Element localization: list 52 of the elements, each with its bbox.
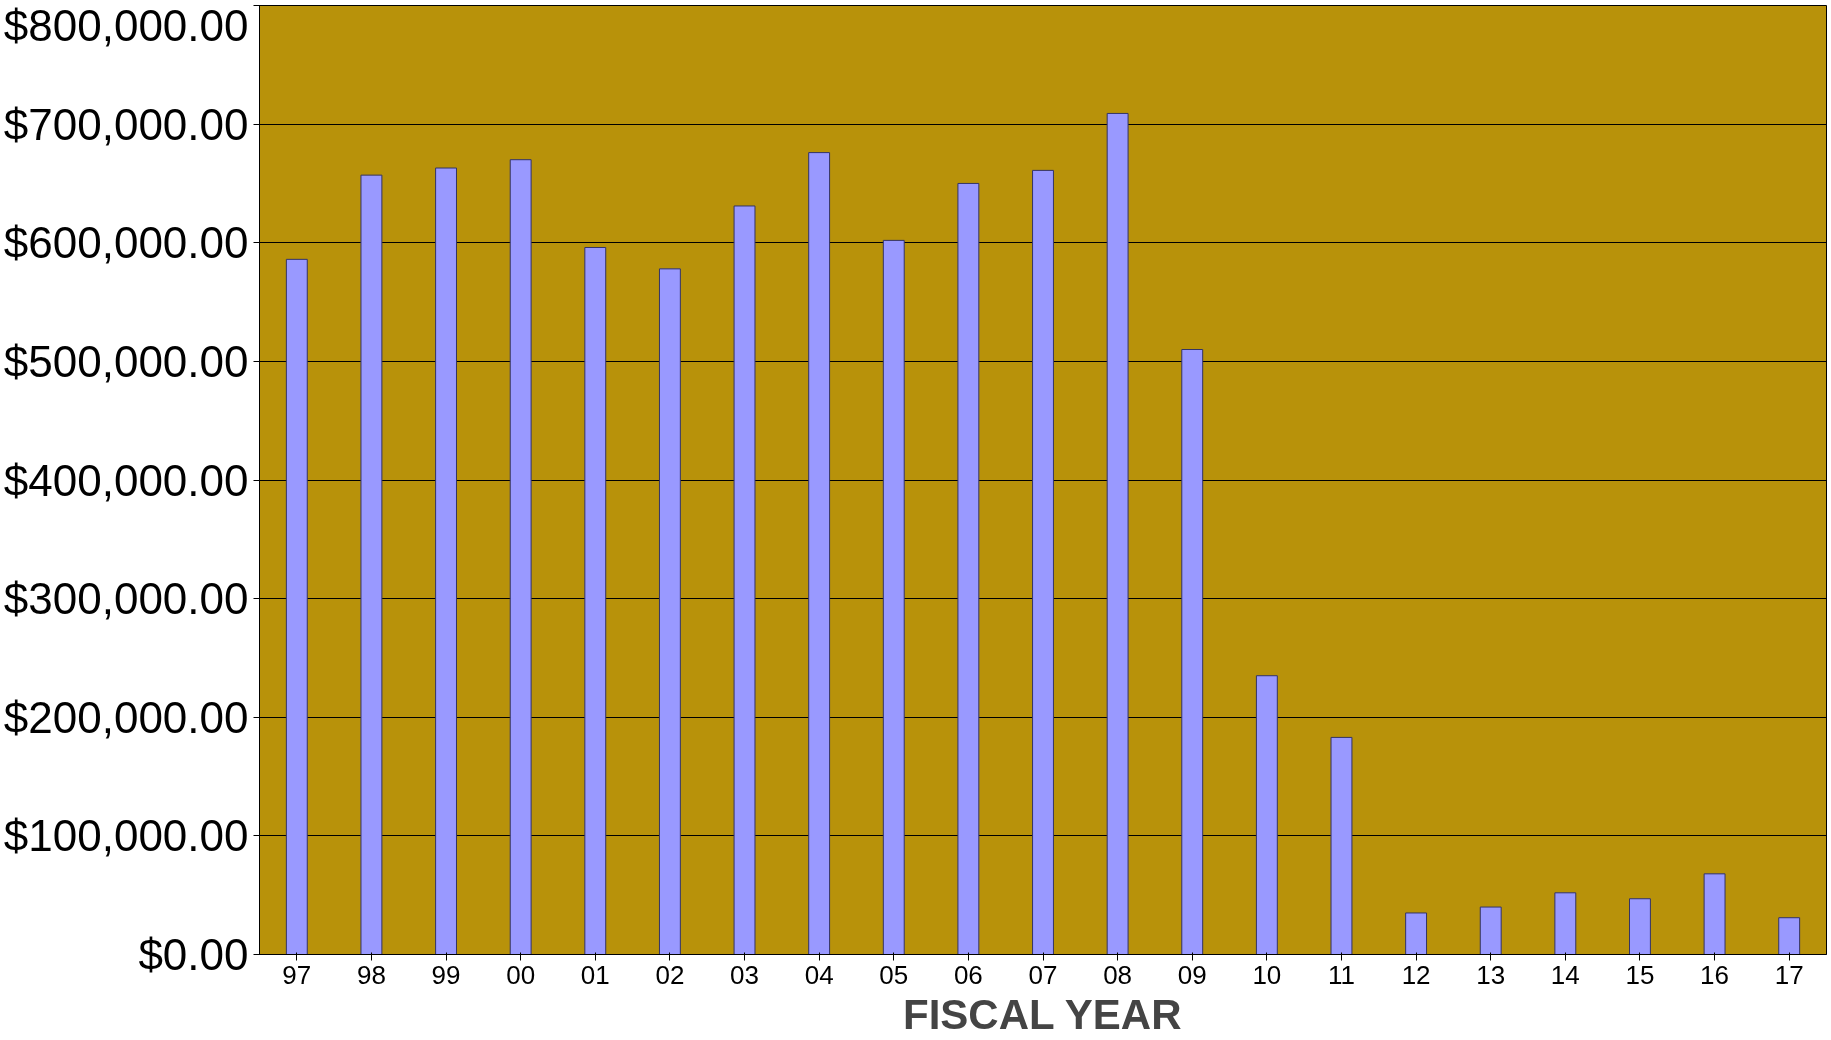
x-tick-label: 15: [1625, 959, 1655, 990]
x-tick-label: 14: [1550, 959, 1580, 990]
x-tick-label: 00: [506, 959, 536, 990]
x-tick-label: 09: [1177, 959, 1207, 990]
x-tick-label: 10: [1252, 959, 1282, 990]
x-axis-title: FISCAL YEAR: [902, 990, 1182, 1038]
bar: [808, 152, 831, 955]
bar: [733, 205, 756, 955]
x-tick-label: 16: [1700, 959, 1730, 990]
x-tick-label: 07: [1028, 959, 1058, 990]
bar: [882, 239, 905, 955]
x-tick-label: 06: [953, 959, 983, 990]
y-tick-label: $700,000.00: [3, 99, 249, 149]
x-tick-label: 11: [1327, 959, 1355, 990]
x-tick-label: 12: [1401, 959, 1431, 990]
bar: [1405, 912, 1428, 955]
x-tick-label: 01: [580, 959, 610, 990]
x-tick-label: 03: [730, 959, 759, 990]
bar: [435, 167, 457, 955]
y-tick-label: $100,000.00: [3, 811, 249, 861]
x-tick-label: 05: [879, 959, 909, 990]
bar: [1629, 898, 1651, 955]
x-tick-label: 99: [431, 959, 461, 990]
bar: [957, 182, 980, 955]
x-tick-label: 04: [804, 959, 834, 990]
x-tick-label: 13: [1476, 959, 1506, 990]
y-tick-label: $500,000.00: [3, 336, 249, 386]
bar: [1181, 349, 1204, 955]
bar: [1106, 112, 1129, 955]
bar: [1032, 169, 1054, 955]
bar: [658, 268, 681, 955]
y-tick-label: $800,000.00: [3, 0, 249, 50]
bar: [1479, 906, 1502, 955]
bar: [584, 246, 607, 955]
x-tick-label: 17: [1774, 959, 1804, 990]
x-tick-label: 02: [655, 959, 685, 990]
x-tick-label: 98: [356, 959, 386, 990]
x-tick-label: 97: [282, 959, 312, 990]
bar: [1554, 892, 1577, 955]
bar: [360, 174, 383, 955]
y-tick-label: $0.00: [138, 930, 249, 979]
y-tick-label: $600,000.00: [3, 218, 249, 268]
bar: [1255, 675, 1278, 955]
bar: [509, 159, 532, 955]
y-tick-label: $300,000.00: [3, 574, 249, 624]
bar: [1703, 873, 1726, 955]
y-tick-label: $200,000.00: [3, 692, 249, 742]
y-tick-label: $400,000.00: [3, 455, 249, 505]
x-tick-label: 08: [1103, 959, 1133, 990]
bar: [1330, 736, 1353, 955]
bar: [1778, 917, 1801, 955]
bar: [285, 258, 308, 955]
